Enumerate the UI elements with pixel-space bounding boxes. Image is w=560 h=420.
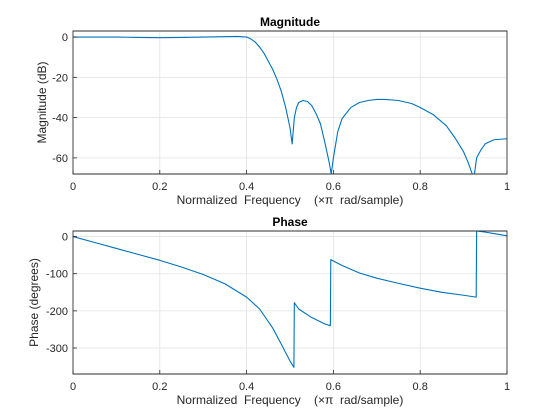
magnitude-x-tick-label: 0.4 <box>239 181 254 193</box>
magnitude-axes-frame <box>72 30 508 175</box>
phase-plot: Phase 0 0.2 0.4 0.6 0.8 1 0 -100 -200 -300 Norma… <box>27 215 510 407</box>
magnitude-plot-title: Magnitude <box>260 15 320 29</box>
phase-y-tick-label: -300 <box>46 343 68 355</box>
magnitude-y-ticks: 0 -20 -40 -60 <box>52 32 77 165</box>
magnitude-x-tick-label: 1 <box>504 181 510 193</box>
magnitude-y-tick-label: -20 <box>52 72 68 84</box>
magnitude-x-tick-label: 0.2 <box>152 181 167 193</box>
phase-y-tick-label: -100 <box>46 269 68 281</box>
magnitude-y-tick-label: 0 <box>62 32 68 44</box>
magnitude-response-line <box>73 35 508 175</box>
phase-axes-background <box>72 230 508 375</box>
phase-x-axis-label: Normalized Frequency (×π rad/sample) <box>177 393 404 407</box>
phase-x-ticks: 0 0.2 0.4 0.6 0.8 1 <box>70 370 510 393</box>
phase-plot-title: Phase <box>272 215 308 229</box>
magnitude-plot: Magnitude 0 0.2 0.4 0.6 0.8 1 0 -20 -40 -60 Norm… <box>35 15 510 207</box>
phase-x-tick-label: 0 <box>70 381 76 393</box>
magnitude-y-tick-label: -60 <box>52 153 68 165</box>
phase-y-tick-label: -200 <box>46 306 68 318</box>
phase-x-tick-label: 0.6 <box>326 381 341 393</box>
phase-y-tick-label: 0 <box>62 232 68 244</box>
phase-x-tick-label: 1 <box>504 381 510 393</box>
phase-x-tick-label: 0.4 <box>239 381 254 393</box>
magnitude-y-tick-label: -40 <box>52 113 68 125</box>
phase-y-ticks: 0 -100 -200 -300 <box>46 232 77 355</box>
magnitude-y-axis-label: Magnitude (dB) <box>35 61 49 143</box>
magnitude-x-tick-label: 0.8 <box>413 181 428 193</box>
magnitude-axes-background <box>72 30 508 175</box>
phase-x-tick-label: 0.8 <box>413 381 428 393</box>
phase-x-tick-label: 0.2 <box>152 381 167 393</box>
magnitude-x-ticks: 0 0.2 0.4 0.6 0.8 1 <box>70 170 510 193</box>
magnitude-x-axis-label: Normalized Frequency (×π rad/sample) <box>177 193 404 207</box>
phase-y-axis-label: Phase (degrees) <box>27 258 41 347</box>
magnitude-x-tick-label: 0 <box>70 181 76 193</box>
phase-response-line <box>72 230 508 368</box>
magnitude-x-tick-label: 0.6 <box>326 181 341 193</box>
phase-axes-frame <box>72 230 508 375</box>
